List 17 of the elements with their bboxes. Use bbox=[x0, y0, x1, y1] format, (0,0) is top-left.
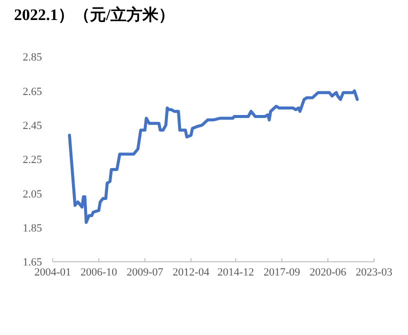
x-tick-label: 2023-03 bbox=[356, 266, 393, 279]
x-tick-label: 2012-04 bbox=[172, 266, 210, 279]
y-tick-label: 2.45 bbox=[22, 120, 42, 132]
y-tick-label: 2.25 bbox=[22, 154, 42, 166]
x-tick-label: 2014-12 bbox=[217, 266, 254, 279]
x-tick-label: 2020-06 bbox=[310, 266, 347, 279]
y-tick-label: 1.85 bbox=[22, 222, 42, 235]
y-tick-label: 1.65 bbox=[22, 256, 42, 269]
x-tick-label: 2006-10 bbox=[80, 266, 118, 279]
y-tick-label: 2.05 bbox=[22, 188, 42, 200]
chart-title: 2022.1）（元/立方米） bbox=[14, 5, 174, 24]
y-tick-label: 2.65 bbox=[22, 86, 42, 98]
line-series bbox=[68, 89, 359, 224]
x-tick-label: 2017-09 bbox=[263, 266, 301, 279]
y-tick-label: 2.85 bbox=[22, 52, 42, 64]
x-tick-label: 2009-07 bbox=[126, 266, 164, 279]
x-tick-label: 2004-01 bbox=[34, 266, 72, 279]
